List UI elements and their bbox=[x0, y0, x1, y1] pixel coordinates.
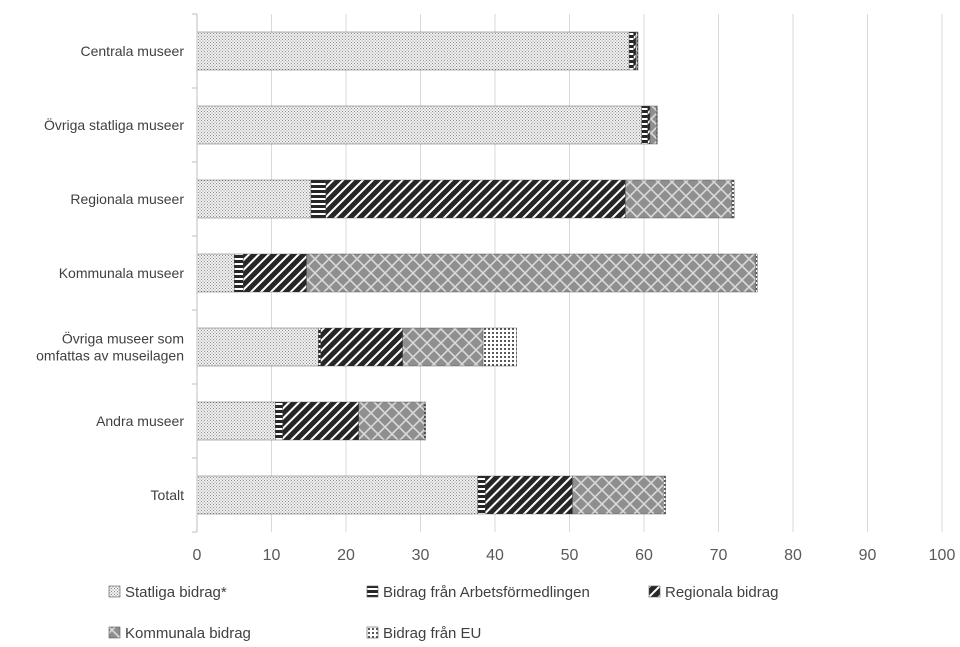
bar-segment-7-5 bbox=[663, 475, 666, 515]
bar-segment-6-2 bbox=[275, 401, 283, 441]
bar-segment-5-5 bbox=[482, 327, 517, 367]
legend-swatch-2 bbox=[366, 585, 379, 598]
legend-swatch-5 bbox=[366, 626, 379, 639]
bar-segment-3-4 bbox=[625, 179, 733, 219]
bar-segment-1-2 bbox=[628, 31, 634, 71]
bar-segment-7-1 bbox=[196, 475, 479, 515]
bar-segment-1-5 bbox=[637, 31, 639, 71]
x-tick-label-60: 60 bbox=[635, 547, 653, 564]
bar-segment-6-4 bbox=[358, 401, 425, 441]
x-tick-label-50: 50 bbox=[561, 547, 579, 564]
legend-swatch-4 bbox=[108, 626, 121, 639]
bar-segment-2-5 bbox=[656, 105, 658, 145]
bar-segment-1-4 bbox=[635, 31, 638, 71]
legend-label-1: Statliga bidrag* bbox=[125, 584, 227, 601]
category-labels: Centrala museer Övriga statliga museer Reg… bbox=[36, 43, 184, 503]
x-tick-label-40: 40 bbox=[486, 547, 504, 564]
bar-segment-6-5 bbox=[424, 401, 426, 441]
bar-segment-4-1 bbox=[196, 253, 235, 293]
x-tick-label-70: 70 bbox=[710, 547, 728, 564]
bar-segment-5-1 bbox=[196, 327, 319, 367]
legend: Statliga bidrag* Bidrag från Arbetsförmed… bbox=[108, 584, 778, 642]
category-label-2: Övriga statliga museer bbox=[44, 116, 184, 133]
legend-item-5: Bidrag från EU bbox=[366, 625, 481, 642]
bar-segment-3-1 bbox=[196, 179, 312, 219]
bars bbox=[196, 31, 758, 515]
bar-segment-6-1 bbox=[196, 401, 276, 441]
tick-labels: 0 10 20 30 40 50 60 70 80 90 100 bbox=[193, 547, 956, 564]
x-tick-label-100: 100 bbox=[929, 547, 956, 564]
bar-segment-3-3 bbox=[325, 179, 626, 219]
legend-label-5: Bidrag från EU bbox=[383, 625, 481, 642]
x-tick-label-20: 20 bbox=[337, 547, 355, 564]
legend-label-2: Bidrag från Arbetsförmedlingen bbox=[383, 584, 590, 601]
legend-swatch-3 bbox=[648, 585, 661, 598]
category-label-4: Kommunala museer bbox=[59, 265, 185, 281]
bar-segment-4-5 bbox=[755, 253, 758, 293]
legend-item-3: Regionala bidrag bbox=[648, 584, 778, 601]
category-label-1: Centrala museer bbox=[81, 43, 185, 59]
category-label-3: Regionala museer bbox=[70, 191, 184, 207]
category-label-6: Andra museer bbox=[96, 413, 184, 429]
x-tick-label-90: 90 bbox=[859, 547, 877, 564]
bar-segment-7-3 bbox=[485, 475, 573, 515]
legend-label-4: Kommunala bidrag bbox=[125, 625, 251, 642]
x-tick-label-10: 10 bbox=[263, 547, 281, 564]
bar-segment-1-1 bbox=[196, 31, 630, 71]
bar-segment-2-2 bbox=[641, 105, 648, 145]
legend-swatch-1 bbox=[108, 585, 121, 598]
bar-segment-7-4 bbox=[572, 475, 664, 515]
legend-item-2: Bidrag från Arbetsförmedlingen bbox=[366, 584, 590, 601]
bar-segment-3-2 bbox=[310, 179, 327, 219]
bar-segment-5-4 bbox=[402, 327, 484, 367]
bar-segment-4-4 bbox=[306, 253, 756, 293]
bar-segment-1-3 bbox=[633, 31, 637, 71]
category-label-7: Totalt bbox=[151, 487, 185, 503]
legend-item-4: Kommunala bidrag bbox=[108, 625, 251, 642]
x-tick-label-30: 30 bbox=[412, 547, 430, 564]
bar-segment-4-2 bbox=[234, 253, 244, 293]
legend-label-3: Regionala bidrag bbox=[665, 584, 778, 601]
x-tick-label-0: 0 bbox=[193, 547, 202, 564]
legend-item-1: Statliga bidrag* bbox=[108, 584, 227, 601]
bar-segment-3-5 bbox=[731, 179, 735, 219]
bar-segment-2-3 bbox=[647, 105, 651, 145]
bar-segment-4-3 bbox=[242, 253, 307, 293]
axes bbox=[192, 13, 198, 533]
bar-segment-2-4 bbox=[649, 105, 657, 145]
x-tick-label-80: 80 bbox=[784, 547, 802, 564]
bar-segment-6-3 bbox=[282, 401, 359, 441]
bar-segment-5-3 bbox=[320, 327, 403, 367]
bar-segment-2-1 bbox=[196, 105, 642, 145]
bar-segment-7-2 bbox=[477, 475, 486, 515]
category-label-5: Övriga museer som omfattas av museilagen bbox=[36, 330, 184, 364]
bar-segment-5-2 bbox=[318, 327, 321, 367]
